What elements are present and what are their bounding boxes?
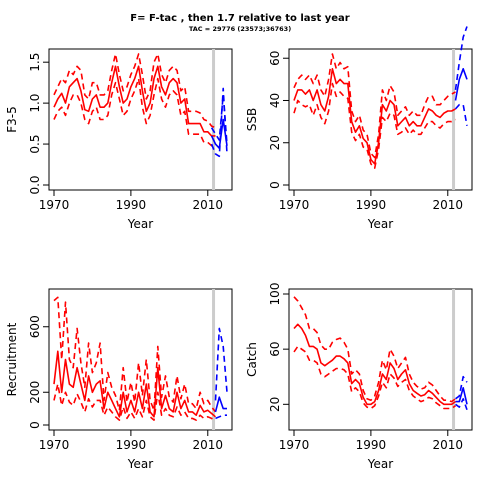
x-tick-label: 2010 — [433, 438, 464, 452]
y-tick-label: 20 — [268, 135, 282, 150]
x-tick-label: 1970 — [279, 198, 310, 212]
panel-fishing-mortality: 1970 1990 2010 0.0 0.5 1.0 1.5 Year F3-5 — [5, 48, 233, 231]
history-dashed-line — [53, 296, 217, 413]
history-dashed-line — [293, 53, 456, 159]
x-tick-label: 2010 — [193, 198, 224, 212]
x-axis-label: Year — [127, 217, 153, 231]
y-tick-label: 40 — [268, 93, 282, 108]
panel-ssb: 1970 1990 2010 0 20 40 60 Year SSB — [245, 26, 473, 231]
x-tick-label: 1970 — [39, 438, 70, 452]
y-tick-label: 0 — [28, 421, 42, 429]
x-tick-label: 1990 — [356, 438, 387, 452]
y-tick-label: 100 — [268, 283, 282, 306]
projection-solid-line — [214, 396, 227, 413]
y-tick-label: 200 — [28, 381, 42, 404]
panel-catch: 1970 1990 2010 20 60 100 Year Catch — [245, 283, 473, 471]
y-tick-label: 60 — [268, 342, 282, 357]
history-dashed-line — [293, 82, 456, 169]
x-tick-label: 2010 — [433, 198, 464, 212]
projection-dashed-line — [454, 26, 468, 91]
y-tick-label: 600 — [28, 315, 42, 338]
history-dashed-line — [293, 296, 456, 403]
history-solid-line — [53, 350, 217, 418]
x-axis-label: Year — [127, 457, 153, 471]
history-solid-line — [293, 323, 456, 406]
history-solid-line — [53, 65, 216, 137]
plot-frame — [48, 288, 233, 431]
x-tick-label: 1970 — [39, 198, 70, 212]
projection-dashed-line — [215, 414, 227, 420]
y-tick-label: 1.0 — [28, 94, 42, 113]
y-axis-label: Recruitment — [5, 322, 19, 396]
projection-solid-line — [455, 386, 468, 405]
plot-frame — [48, 48, 233, 191]
x-axis-label: Year — [367, 457, 393, 471]
y-tick-label: 60 — [268, 51, 282, 66]
x-tick-label: 1970 — [279, 438, 310, 452]
y-tick-label: 20 — [268, 397, 282, 412]
y-axis-label: Catch — [245, 342, 259, 377]
figure-subtitle: TAC = 29776 (23573;36763) — [189, 25, 291, 33]
y-tick-label: 0 — [268, 181, 282, 189]
history-dashed-line — [53, 383, 216, 422]
projection-dashed-line — [454, 103, 468, 126]
y-tick-label: 0.5 — [28, 135, 42, 154]
y-tick-label: 0.0 — [28, 175, 42, 194]
history-dashed-line — [293, 345, 456, 410]
projection-solid-line — [454, 68, 468, 101]
history-dashed-line — [53, 77, 216, 149]
y-axis-label: SSB — [245, 108, 259, 131]
projection-dashed-line — [214, 327, 228, 401]
x-axis-label: Year — [367, 217, 393, 231]
projection-dashed-line — [455, 375, 468, 400]
x-tick-label: 1990 — [356, 198, 387, 212]
panel-recruitment: 1970 1990 2010 0 200 600 Year Recruitment — [5, 288, 233, 471]
history-dashed-line — [53, 53, 216, 129]
y-tick-label: 1.5 — [28, 53, 42, 72]
figure-title: F= F-tac , then 1.7 relative to last yea… — [130, 13, 350, 24]
projection-dashed-line — [210, 94, 228, 145]
x-tick-label: 1990 — [116, 198, 147, 212]
projection-dashed-line — [455, 397, 468, 411]
x-tick-label: 1990 — [116, 438, 147, 452]
plot-frame — [288, 288, 473, 431]
x-tick-label: 2010 — [193, 438, 224, 452]
plot-frame — [288, 48, 473, 191]
history-solid-line — [293, 68, 456, 165]
y-axis-label: F3-5 — [5, 106, 19, 133]
